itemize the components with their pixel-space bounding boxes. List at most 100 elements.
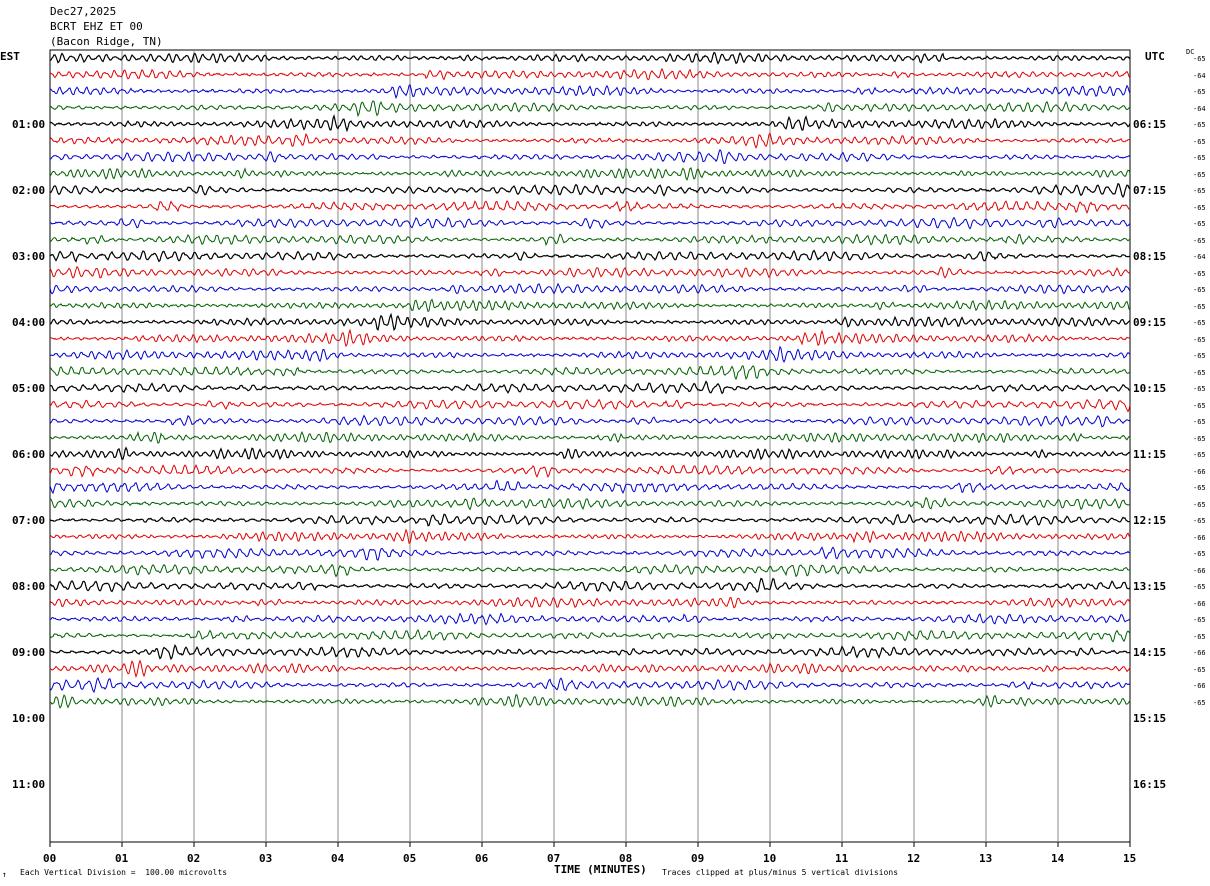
dc-offset-label: -65 [1193,517,1206,525]
dc-offset-label: -65 [1193,418,1206,426]
seismic-trace [49,612,1131,626]
seismic-trace [49,167,1131,181]
left-timezone-label: EST [0,50,20,63]
dc-offset-label: -65 [1193,88,1206,96]
left-hour-label: 08:00 [12,580,46,593]
right-hour-label: 14:15 [1133,646,1167,659]
x-tick-label: 12 [907,852,921,865]
dc-offset-label: -66 [1193,649,1206,657]
dc-offset-label: -65 [1193,121,1206,129]
dc-offset-label: -65 [1193,616,1206,624]
dc-offset-label: -66 [1193,682,1206,690]
dc-offset-label: -65 [1193,286,1206,294]
left-hour-label: 05:00 [12,382,46,395]
dc-offset-label: -65 [1193,154,1206,162]
seismic-trace [49,148,1131,165]
x-tick-label: 08 [619,852,633,865]
dc-offset-label: -64 [1193,253,1206,261]
dc-header: DC [1186,48,1195,56]
x-tick-label: 06 [475,852,489,865]
left-hour-label: 01:00 [12,118,46,131]
dc-offset-label: -65 [1193,368,1206,377]
dc-offset-label: -65 [1193,401,1206,410]
seismic-trace [49,398,1131,413]
x-tick-label: 15 [1123,852,1137,865]
seismic-trace [49,577,1131,593]
seismic-trace [49,380,1130,395]
dc-offset-label: -65 [1193,220,1206,228]
dc-offset-label: -65 [1193,137,1206,146]
dc-offset-label: -65 [1193,187,1206,195]
dc-offset-label: -65 [1193,236,1206,245]
dc-offset-label: -64 [1193,71,1206,80]
seismic-trace [49,446,1131,461]
left-hour-label: 09:00 [12,646,46,659]
dc-offset-label: -65 [1193,583,1206,591]
seismic-trace [49,513,1131,527]
x-tick-label: 00 [43,852,57,865]
right-hour-label: 06:15 [1133,118,1167,131]
seismic-trace [49,328,1131,348]
dc-offset-label: -66 [1193,599,1206,608]
x-tick-label: 14 [1051,852,1065,865]
seismic-trace [49,414,1131,428]
x-tick-label: 02 [187,852,201,865]
seismic-trace [49,298,1131,313]
right-hour-label: 13:15 [1133,580,1167,593]
dc-offset-label: -65 [1193,434,1206,443]
left-hour-label: 10:00 [12,712,46,725]
seismic-trace [49,643,1131,661]
seismic-trace [49,528,1131,544]
chart-date: Dec27,2025 [50,5,117,18]
dc-offset-label: -65 [1193,203,1206,212]
x-tick-label: 10 [763,852,777,865]
corner-mark-icon: ↑ [2,870,7,879]
x-tick-label: 11 [835,852,849,865]
seismic-trace [49,216,1131,230]
station-code: BCRT EHZ ET 00 [50,20,143,33]
dc-offset-label: -66 [1193,467,1206,476]
right-hour-label: 08:15 [1133,250,1167,263]
dc-offset-label: -65 [1193,665,1206,674]
seismic-trace [49,233,1131,246]
plot-frame [49,49,1131,843]
seismic-trace [49,51,1131,65]
seismic-trace [49,182,1131,198]
seismic-trace [49,100,1131,118]
dc-offset-label: -65 [1193,269,1206,278]
left-hour-label: 02:00 [12,184,46,197]
seismic-trace [49,114,1131,133]
left-hour-label: 07:00 [12,514,46,527]
dc-offset-label: -65 [1193,335,1206,344]
x-tick-label: 09 [691,852,705,865]
seismic-trace [49,546,1131,561]
dc-offset-label: -66 [1193,533,1206,542]
scale-note: Each Vertical Division = 100.00 microvol… [20,868,228,877]
x-tick-label: 07 [547,852,561,865]
seismic-trace [49,282,1131,295]
seismic-trace [49,345,1131,363]
x-tick-label: 05 [403,852,417,865]
right-hour-label: 11:15 [1133,448,1167,461]
right-hour-label: 16:15 [1133,778,1167,791]
dc-offset-label: -66 [1193,566,1206,575]
right-hour-label: 15:15 [1133,712,1167,725]
seismic-trace [49,597,1131,609]
seismic-trace [49,132,1130,149]
dc-offset-label: -65 [1193,55,1206,63]
clip-note: Traces clipped at plus/minus 5 vertical … [662,868,899,877]
right-hour-label: 07:15 [1133,184,1167,197]
x-axis-title: TIME (MINUTES) [554,863,647,876]
seismic-trace [49,629,1131,643]
left-hour-label: 11:00 [12,778,46,791]
seismic-trace [49,249,1131,263]
seismic-trace [49,464,1131,479]
seismic-trace [49,265,1131,279]
dc-offset-label: -65 [1193,632,1206,641]
right-hour-label: 12:15 [1133,514,1167,527]
dc-offset-label: -65 [1193,698,1206,707]
seismic-trace [49,496,1131,511]
right-hour-label: 10:15 [1133,382,1167,395]
left-hour-label: 06:00 [12,448,46,461]
